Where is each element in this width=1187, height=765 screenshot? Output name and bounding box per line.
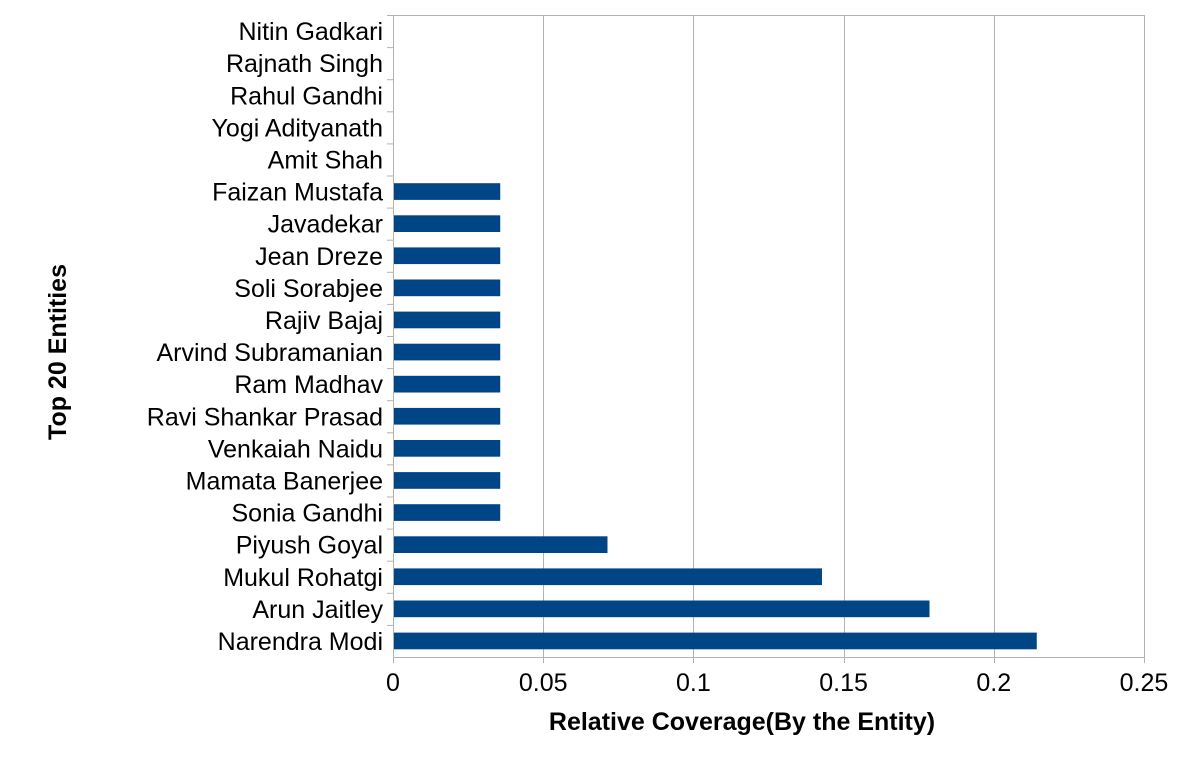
bar-18 [394,568,822,586]
bar-19 [394,600,930,618]
bar-8 [394,247,501,265]
bar-17 [394,536,608,553]
category-label-18: Mukul Rohatgi [223,564,383,592]
category-label-1: Nitin Gadkari [239,18,384,46]
category-label-4: Yogi Adityanath [212,114,383,142]
bar-layer [394,183,1037,650]
category-label-12: Ram Madhav [234,371,383,399]
bar-16 [394,504,501,521]
category-label-5: Amit Shah [268,146,383,174]
bar-11 [394,343,501,361]
label-layer: 0 0.05 0.1 0.15 0.2 0.25 Nitin Gadkari Rajnath … [147,18,1169,697]
category-label-10: Rajiv Bajaj [265,307,383,335]
y-axis-title: Top 20 Entities [44,264,72,440]
axis-layer [387,15,1145,663]
category-label-14: Venkaiah Naidu [208,435,383,463]
category-label-13: Ravi Shankar Prasad [147,403,383,431]
x-tick-label-3: 0.15 [819,669,868,697]
category-label-2: Rajnath Singh [226,50,383,78]
x-tick-label-5: 0.25 [1120,669,1169,697]
category-label-6: Faizan Mustafa [212,179,383,207]
bar-7 [394,215,501,232]
x-axis-title: Relative Coverage(By the Entity) [549,708,935,736]
grid-layer [543,15,1145,657]
category-label-8: Jean Dreze [255,243,383,271]
category-label-3: Rahul Gandhi [230,82,383,110]
category-label-7: Javadekar [268,211,383,239]
bar-6 [394,183,501,200]
bar-9 [394,279,501,297]
category-label-19: Arun Jaitley [252,596,383,624]
x-tick-label-0: 0 [386,669,400,697]
category-label-9: Soli Sorabjee [234,275,383,303]
bar-20 [394,632,1037,650]
bar-14 [394,440,501,457]
bar-10 [394,311,501,329]
category-label-20: Narendra Modi [218,628,383,656]
category-label-15: Mamata Banerjee [186,467,383,495]
bar-12 [394,375,501,393]
x-tick-label-4: 0.2 [976,669,1011,697]
category-label-16: Sonia Gandhi [231,500,383,528]
x-tick-label-2: 0.1 [676,669,711,697]
x-tick-label-1: 0.05 [519,669,568,697]
category-label-11: Arvind Subramanian [156,339,383,367]
bar-15 [394,472,501,489]
category-label-17: Piyush Goyal [236,532,383,560]
bar-13 [394,407,501,425]
